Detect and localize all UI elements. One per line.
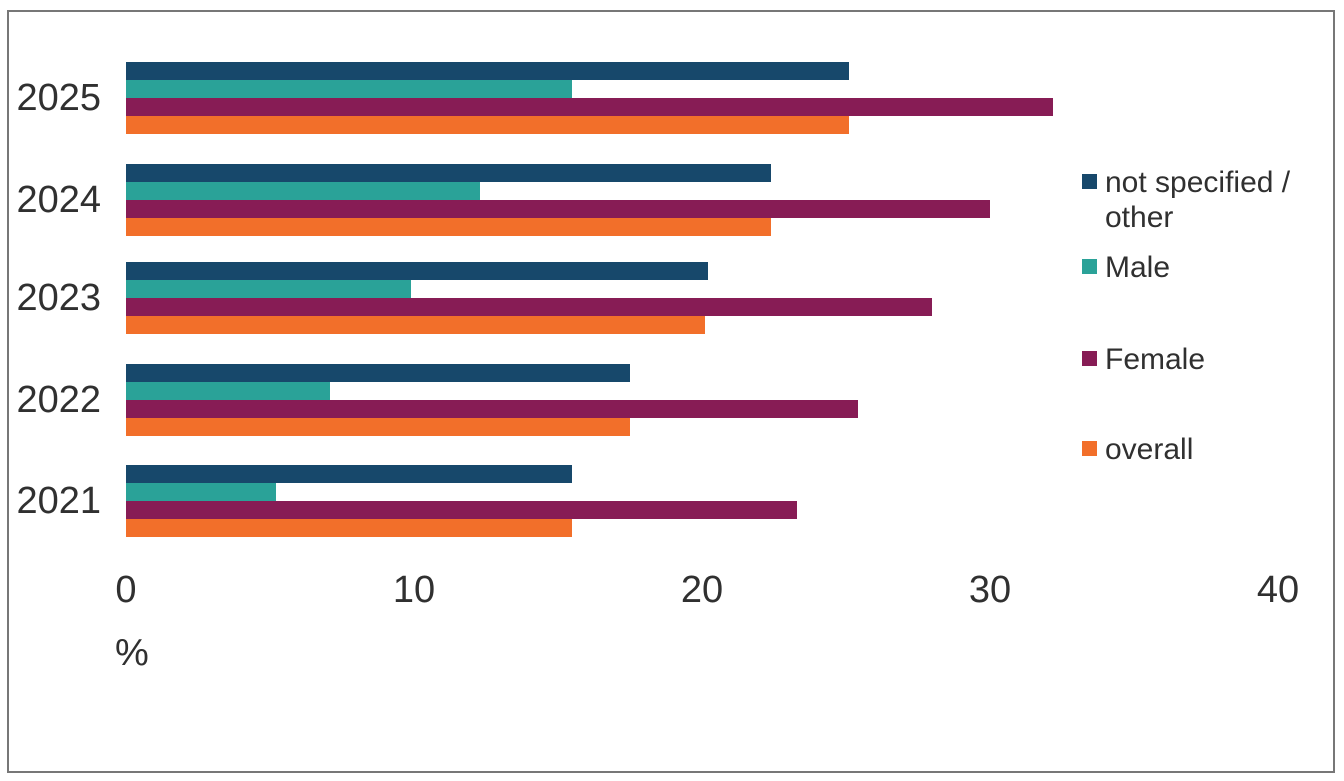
category-label-2021: 2021	[16, 480, 101, 522]
bar-overall-2023	[126, 316, 705, 334]
bar-male-2021	[126, 483, 276, 501]
bar-overall-2022	[126, 418, 630, 436]
category-label-2024: 2024	[16, 179, 101, 221]
x-axis-unit-label: %	[115, 632, 149, 674]
legend-item-not-specified-other: not specified / other	[1082, 165, 1320, 235]
bar-female-2024	[126, 200, 990, 218]
legend-swatch-male	[1082, 259, 1097, 274]
bar-not-specified-other-2021	[126, 465, 573, 483]
bar-overall-2021	[126, 519, 573, 537]
bar-not-specified-other-2025	[126, 62, 849, 80]
bar-female-2022	[126, 400, 858, 418]
legend-label-female: Female	[1105, 343, 1206, 376]
category-label-2022: 2022	[16, 379, 101, 421]
x-tick-label-20: 20	[680, 569, 724, 611]
legend-label-overall: overall	[1105, 433, 1194, 466]
bar-male-2024	[126, 182, 481, 200]
legend-label-not-specified-other: not specified / other	[1105, 166, 1291, 234]
x-tick-label-40: 40	[1256, 569, 1300, 611]
bar-overall-2025	[126, 116, 849, 134]
bar-female-2023	[126, 298, 933, 316]
legend-swatch-female	[1082, 351, 1097, 366]
bar-not-specified-other-2022	[126, 364, 630, 382]
bar-female-2021	[126, 501, 798, 519]
x-tick-label-30: 30	[968, 569, 1012, 611]
legend-item-male: Male	[1082, 250, 1170, 285]
bar-not-specified-other-2023	[126, 262, 708, 280]
bar-female-2025	[126, 98, 1054, 116]
legend-item-female: Female	[1082, 342, 1205, 377]
category-label-2025: 2025	[16, 77, 101, 119]
x-tick-label-0: 0	[115, 569, 137, 611]
x-tick-label-10: 10	[392, 569, 436, 611]
bar-male-2022	[126, 382, 331, 400]
bar-not-specified-other-2024	[126, 164, 772, 182]
legend-item-overall: overall	[1082, 432, 1193, 467]
bar-male-2025	[126, 80, 573, 98]
bar-overall-2024	[126, 218, 772, 236]
legend-swatch-not-specified-other	[1082, 174, 1097, 189]
legend-swatch-overall	[1082, 441, 1097, 456]
bar-male-2023	[126, 280, 412, 298]
legend-label-male: Male	[1105, 251, 1171, 284]
category-label-2023: 2023	[16, 277, 101, 319]
